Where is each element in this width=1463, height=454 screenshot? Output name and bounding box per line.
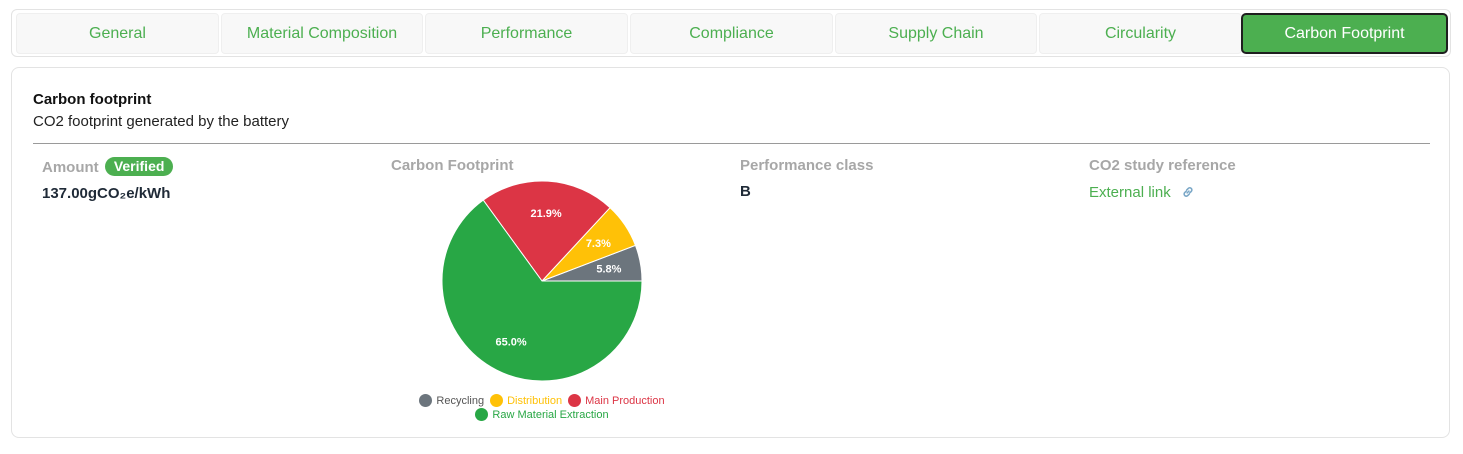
tab-general[interactable]: General <box>16 13 219 54</box>
carbon-footprint-card: Carbon footprint CO2 footprint generated… <box>11 67 1450 438</box>
legend-item[interactable]: Distribution <box>490 394 562 408</box>
pie-slice-raw-material-extraction <box>441 199 643 382</box>
performance-value: B <box>740 183 751 200</box>
chart-legend: Recycling Distribution Main Production Raw … <box>392 394 692 422</box>
legend-item[interactable]: Recycling <box>419 394 484 408</box>
legend-swatch <box>419 394 433 407</box>
pie-chart-svg: 5.8% 7.3% 21.9% 65.0% <box>441 180 643 382</box>
card-title: Carbon footprint <box>33 91 152 108</box>
external-link-text: External link <box>1089 184 1171 201</box>
external-link[interactable]: External link <box>1089 184 1195 203</box>
tab-carbon-footprint[interactable]: Carbon Footprint <box>1241 13 1448 54</box>
divider <box>33 143 1430 144</box>
pie-slice-main-production <box>482 180 611 282</box>
legend-label: Distribution <box>507 395 563 407</box>
carbon-footprint-field: Carbon Footprint <box>391 157 513 174</box>
performance-field: Performance class B <box>740 157 873 200</box>
verified-badge: Verified <box>104 157 174 176</box>
pie-data-label: 65.0% <box>496 337 527 349</box>
legend-label: Raw Material Extraction <box>492 409 609 421</box>
pie-chart: 5.8% 7.3% 21.9% 65.0% <box>441 180 643 387</box>
legend-swatch <box>490 394 504 407</box>
pie-data-label: 7.3% <box>586 238 611 250</box>
amount-value: 137.00gCO₂e/kWh <box>42 185 171 202</box>
amount-label-row: Amount Verified <box>42 157 174 176</box>
pie-data-label: 5.8% <box>596 264 621 276</box>
legend-item[interactable]: Raw Material Extraction <box>475 408 609 422</box>
study-label: CO2 study reference <box>1089 157 1236 174</box>
tab-compliance[interactable]: Compliance <box>630 13 833 54</box>
tab-performance[interactable]: Performance <box>425 13 628 54</box>
card-subtitle: CO2 footprint generated by the battery <box>33 113 289 130</box>
tab-material-composition[interactable]: Material Composition <box>221 13 423 54</box>
link-icon <box>1181 185 1195 203</box>
legend-swatch <box>475 408 489 421</box>
tab-supply-chain[interactable]: Supply Chain <box>835 13 1037 54</box>
study-field: CO2 study reference External link <box>1089 157 1236 203</box>
legend-label: Recycling <box>436 395 485 407</box>
legend-item[interactable]: Main Production <box>568 394 665 408</box>
carbon-footprint-label: Carbon Footprint <box>391 157 514 174</box>
amount-label: Amount <box>42 159 99 176</box>
tab-circularity[interactable]: Circularity <box>1039 13 1242 54</box>
legend-swatch <box>568 394 582 407</box>
amount-field: Amount Verified 137.00gCO₂e/kWh <box>42 157 174 202</box>
performance-label: Performance class <box>740 157 874 174</box>
legend-label: Main Production <box>585 395 665 407</box>
tab-bar: General Material Composition Performance… <box>11 9 1451 57</box>
pie-data-label: 21.9% <box>530 208 561 220</box>
